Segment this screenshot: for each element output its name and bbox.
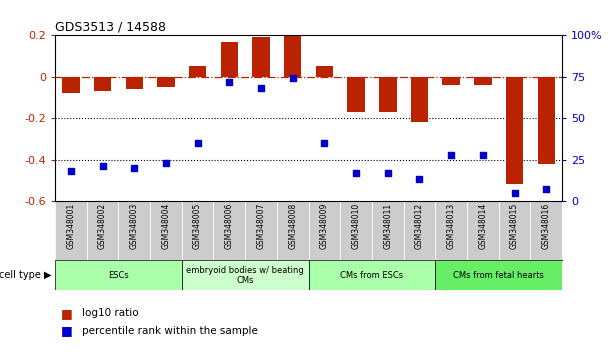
Point [383, 170, 393, 176]
Bar [62, 77, 79, 93]
Text: GSM348005: GSM348005 [193, 203, 202, 249]
Bar [348, 77, 365, 112]
Text: GSM348011: GSM348011 [383, 203, 392, 249]
Point [98, 163, 108, 169]
Bar [316, 67, 333, 77]
Text: ■: ■ [61, 307, 73, 320]
Text: percentile rank within the sample: percentile rank within the sample [82, 326, 258, 336]
Point [510, 190, 519, 195]
Bar [442, 77, 460, 85]
Text: GDS3513 / 14588: GDS3513 / 14588 [55, 21, 166, 34]
Text: GSM348010: GSM348010 [351, 203, 360, 249]
Text: CMs from ESCs: CMs from ESCs [340, 271, 403, 280]
Text: cell type ▶: cell type ▶ [0, 270, 52, 280]
Point [192, 140, 202, 146]
Point [224, 79, 234, 85]
Bar [506, 77, 523, 184]
Bar [435, 261, 562, 290]
Text: GSM348015: GSM348015 [510, 203, 519, 249]
Bar [157, 77, 175, 87]
Text: GSM348008: GSM348008 [288, 203, 297, 249]
Point [351, 170, 361, 176]
Text: GSM348003: GSM348003 [130, 203, 139, 249]
Text: GSM348007: GSM348007 [257, 203, 266, 249]
Text: ■: ■ [61, 325, 73, 337]
Text: log10 ratio: log10 ratio [82, 308, 139, 318]
Text: GSM348002: GSM348002 [98, 203, 107, 249]
Text: CMs from fetal hearts: CMs from fetal hearts [453, 271, 544, 280]
Point [478, 152, 488, 158]
Bar [309, 261, 435, 290]
Bar [125, 77, 143, 89]
Point [446, 152, 456, 158]
Point [288, 76, 298, 81]
Point [130, 165, 139, 171]
Bar [189, 67, 207, 77]
Bar [474, 77, 492, 85]
Bar [284, 35, 301, 77]
Bar [182, 261, 309, 290]
Point [320, 140, 329, 146]
Point [66, 168, 76, 174]
Text: ESCs: ESCs [108, 271, 129, 280]
Bar [221, 42, 238, 77]
Bar [411, 77, 428, 122]
Text: GSM348013: GSM348013 [447, 203, 456, 249]
Text: GSM348004: GSM348004 [161, 203, 170, 249]
Text: GSM348012: GSM348012 [415, 203, 424, 249]
Bar [538, 77, 555, 164]
Point [161, 160, 171, 166]
Bar [379, 77, 397, 112]
Text: GSM348016: GSM348016 [542, 203, 551, 249]
Bar [55, 261, 182, 290]
Bar [94, 77, 111, 91]
Text: GSM348009: GSM348009 [320, 203, 329, 249]
Text: GSM348014: GSM348014 [478, 203, 488, 249]
Text: embryoid bodies w/ beating
CMs: embryoid bodies w/ beating CMs [186, 266, 304, 285]
Text: GSM348006: GSM348006 [225, 203, 234, 249]
Bar [252, 38, 269, 77]
Point [256, 86, 266, 91]
Point [415, 177, 425, 182]
Text: GSM348001: GSM348001 [67, 203, 75, 249]
Point [541, 187, 551, 192]
